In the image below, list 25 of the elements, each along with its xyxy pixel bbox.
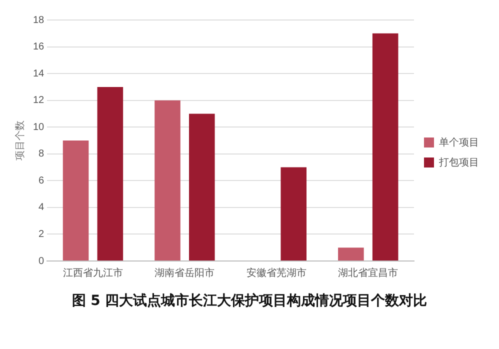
y-tick-label: 0 [38,256,45,267]
y-tick-label: 12 [33,95,45,106]
x-tick-label: 湖北省宜昌市 [338,266,398,279]
bar [189,114,215,260]
y-tick-label: 2 [38,228,45,240]
y-tick-label: 10 [33,122,45,133]
x-tick-label: 安徽省芜湖市 [246,266,306,279]
bar [97,86,124,260]
bar [154,100,180,260]
text: 图 5 四大试点城市长江大保护项目构成情况项目个数对比 [70,292,428,310]
x-tick-label: 江西省九江市 [62,266,123,279]
y-tick-label: 16 [33,42,45,53]
y-tick-label: 6 [38,175,45,186]
legend-label: 单个项目 [439,136,479,148]
bar [62,140,89,260]
y-tick-label: 4 [38,202,45,214]
x-tick-label: 湖南省岳阳市 [154,266,215,279]
bar [280,167,307,260]
y-axis-title: 项目个数 [14,120,26,160]
bar [372,33,398,260]
y-tick-label: 14 [33,68,45,80]
y-tick-label: 18 [33,14,45,26]
bar [338,248,364,260]
y-tick-label: 8 [38,148,45,160]
legend-label: 打包项目 [438,156,479,168]
